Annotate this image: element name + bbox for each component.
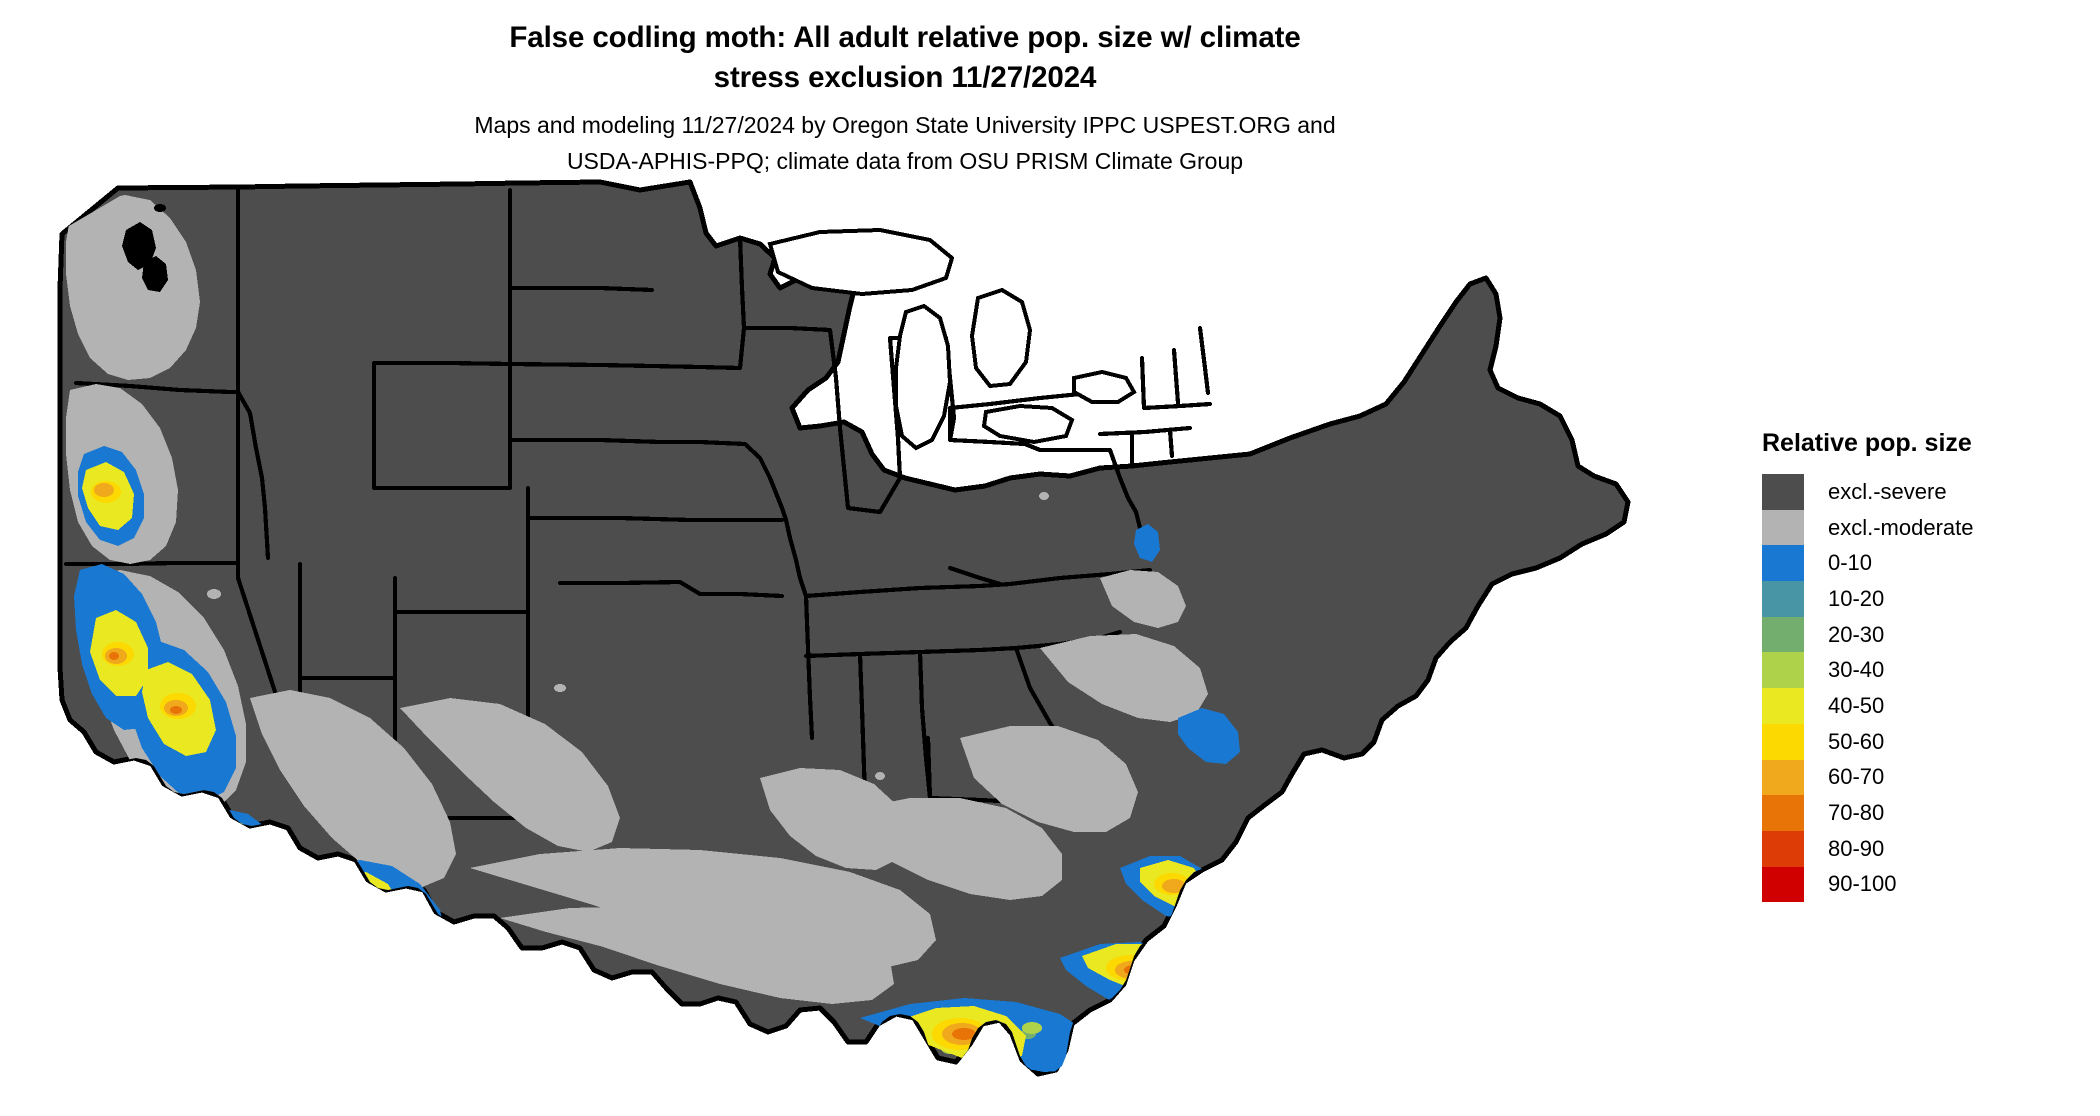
legend-item-label: 40-50 [1828,692,1885,718]
legend-item[interactable]: 0-10 [1762,545,2092,582]
border-ok-tx [557,579,703,597]
legend-item[interactable]: excl.-moderate [1762,509,2092,546]
border-ma-vt-nh [1141,401,1213,411]
border-mn-wi-vert [737,235,747,371]
border-wa-or [73,380,241,395]
state-boundaries [57,179,1631,1077]
legend-item-label: 20-30 [1828,621,1885,647]
border-sd-ne [507,361,655,369]
legend-item-label: excl.-moderate [1828,514,1974,540]
legend-item-label: 80-90 [1828,835,1885,861]
legend-item-label: excl.-severe [1828,478,1947,504]
legend-item-label: 10-20 [1828,585,1885,611]
legend-item-label: 30-40 [1828,657,1885,683]
legend-color-swatch [1762,545,1804,582]
legend-color-swatch [1762,795,1804,831]
legend-item-label: 50-60 [1828,728,1885,754]
border-de-md [1125,495,1143,531]
legend-item-label: 60-70 [1828,764,1885,790]
border-ia-il-vert [742,441,789,523]
border-wv-pa [947,437,1043,453]
us-choropleth-map[interactable] [0,178,1760,1116]
legend-color-swatch [1762,688,1804,724]
legend-color-swatch [1762,509,1804,546]
puget-sound-detail [122,204,168,292]
border-ar-la [697,591,785,599]
border-mo-il-vert [783,517,809,599]
border-in-ky [845,475,903,515]
border-nd-sd [507,285,655,293]
border-va-wv [947,565,1003,587]
border-ri-ct-vert [1167,427,1175,459]
border-ks-ok [525,515,693,523]
border-pa-ny [947,391,1083,443]
border-ny-vt [1139,355,1147,411]
legend-color-swatch [1762,652,1804,689]
legend-item[interactable]: 70-80 [1762,795,2092,831]
legend-item[interactable]: 30-40 [1762,652,2092,689]
legend-item[interactable]: 40-50 [1762,688,2092,724]
border-or-ca [63,560,241,567]
great-lakes [767,227,1137,451]
border-wi-il [741,325,833,333]
lake-huron [969,287,1033,389]
page-subtitle: Maps and modeling 11/27/2024 by Oregon S… [474,112,1336,174]
map-legend: Relative pop. size excl.-severe excl.-mod… [1762,428,2092,903]
legend-item[interactable]: 60-70 [1762,759,2092,796]
legend-items-list: excl.-severe excl.-moderate 0-10 10-20 20-30… [1762,474,2092,903]
page-title: False codling moth: All adult relative p… [509,21,1301,94]
border-vt-nh [1171,347,1181,406]
legend-item[interactable]: 50-60 [1762,723,2092,760]
legend-color-swatch [1762,830,1804,867]
border-ne-ks [507,437,663,445]
legend-color-swatch [1762,581,1804,617]
border-or-id-diag [235,389,271,561]
legend-item-label: 90-100 [1828,871,1897,897]
legend-title: Relative pop. size [1762,429,1972,457]
lake-erie [981,403,1075,445]
legend-color-swatch [1762,474,1804,510]
border-nj-pa [1107,447,1131,501]
map-svg[interactable] [0,178,1760,1116]
legend-item[interactable]: 90-100 [1762,866,2092,903]
border-ky-tn [803,581,1013,599]
legend-color-swatch [1762,616,1804,653]
legend-item[interactable]: excl.-severe [1762,474,2092,510]
border-mn-ia [649,363,743,371]
legend-item[interactable]: 20-30 [1762,616,2092,653]
legend-item[interactable]: 80-90 [1762,830,2092,867]
legend-item-label: 70-80 [1828,800,1885,826]
legend-color-swatch [1762,866,1804,903]
chart-header: False codling moth: All adult relative p… [0,0,1810,179]
lake-superior [767,227,955,297]
legend-item-label: 0-10 [1828,550,1873,576]
legend-item[interactable]: 10-20 [1762,581,2092,617]
lake-ontario [1072,369,1137,404]
border-il-in-vert [827,327,851,511]
border-mt-wy [371,360,513,367]
lake-michigan [894,303,953,451]
legend-color-swatch [1762,723,1804,760]
border-ia-mo [657,439,748,447]
border-ma-ct-ri [1097,425,1193,437]
border-la-ms-vert [803,593,815,741]
border-ga-al-south [925,735,933,801]
legend-color-swatch [1762,759,1804,796]
border-nh-me [1197,325,1211,396]
